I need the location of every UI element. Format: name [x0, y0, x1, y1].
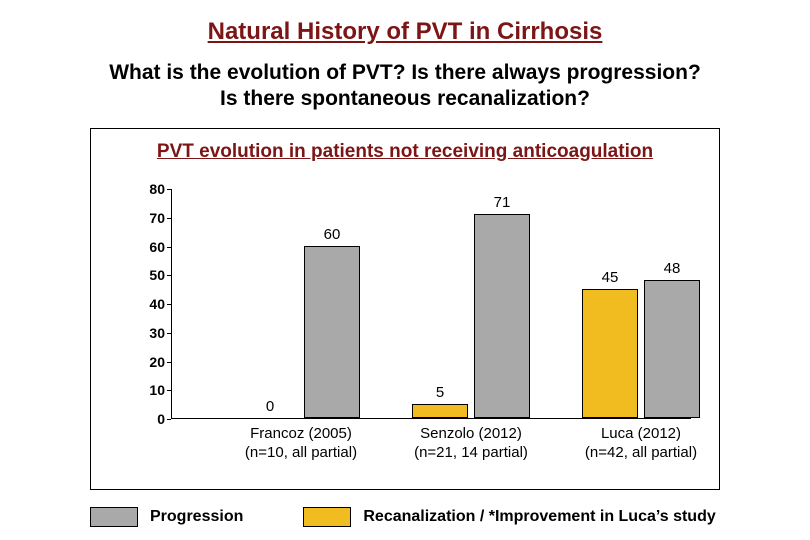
xcat-line2: (n=21, 14 partial) [414, 444, 528, 461]
bar-value-label: 0 [266, 398, 274, 415]
ytick-label: 30 [131, 325, 165, 341]
xcat-line1: Senzolo (2012) [420, 425, 522, 442]
swatch-recanal [303, 507, 351, 527]
x-axis [171, 418, 691, 419]
page-title: Natural History of PVT in Cirrhosis [0, 0, 810, 46]
xcat-line1: Luca (2012) [601, 425, 681, 442]
xcat-line2: (n=10, all partial) [245, 444, 357, 461]
ytick-label: 60 [131, 239, 165, 255]
subtitle-line2: Is there spontaneous recanalization? [220, 87, 590, 110]
subtitle-line1: What is the evolution of PVT? Is there a… [109, 61, 701, 84]
bar [304, 246, 360, 419]
x-category-label: Francoz (2005) (n=10, all partial) [245, 425, 357, 463]
xcat-line1: Francoz (2005) [250, 425, 352, 442]
ytick-label: 70 [131, 210, 165, 226]
ytick-label: 20 [131, 354, 165, 370]
ytick-mark [167, 362, 171, 363]
chart-frame: PVT evolution in patients not receiving … [90, 128, 720, 490]
ytick-label: 0 [131, 411, 165, 427]
ytick-label: 40 [131, 296, 165, 312]
chart-plot-area: 010203040506070800605714548 [131, 189, 691, 419]
legend-label-progression: Progression [150, 508, 243, 526]
bar [474, 214, 530, 418]
ytick-label: 80 [131, 181, 165, 197]
ytick-mark [167, 275, 171, 276]
page-subtitle: What is the evolution of PVT? Is there a… [0, 60, 810, 113]
bar-value-label: 71 [494, 194, 511, 211]
chart-title: PVT evolution in patients not receiving … [91, 141, 719, 163]
ytick-mark [167, 304, 171, 305]
bar [412, 404, 468, 418]
y-axis [171, 189, 172, 419]
ytick-mark [167, 390, 171, 391]
bar-value-label: 5 [436, 384, 444, 401]
legend-label-recanal: Recanalization / *Improvement in Luca’s … [363, 508, 715, 526]
ytick-label: 10 [131, 382, 165, 398]
x-category-label: Senzolo (2012) (n=21, 14 partial) [414, 425, 528, 463]
bar [582, 289, 638, 418]
bar-value-label: 60 [324, 226, 341, 243]
ytick-mark [167, 218, 171, 219]
swatch-progression [90, 507, 138, 527]
bar-value-label: 45 [602, 269, 619, 286]
ytick-mark [167, 333, 171, 334]
ytick-mark [167, 247, 171, 248]
ytick-label: 50 [131, 267, 165, 283]
bar-value-label: 48 [664, 260, 681, 277]
x-category-label: Luca (2012) (n=42, all partial) [585, 425, 697, 463]
xcat-line2: (n=42, all partial) [585, 444, 697, 461]
ytick-mark [167, 419, 171, 420]
bar [644, 280, 700, 418]
legend: Progression Recanalization / *Improvemen… [90, 502, 810, 532]
ytick-mark [167, 189, 171, 190]
